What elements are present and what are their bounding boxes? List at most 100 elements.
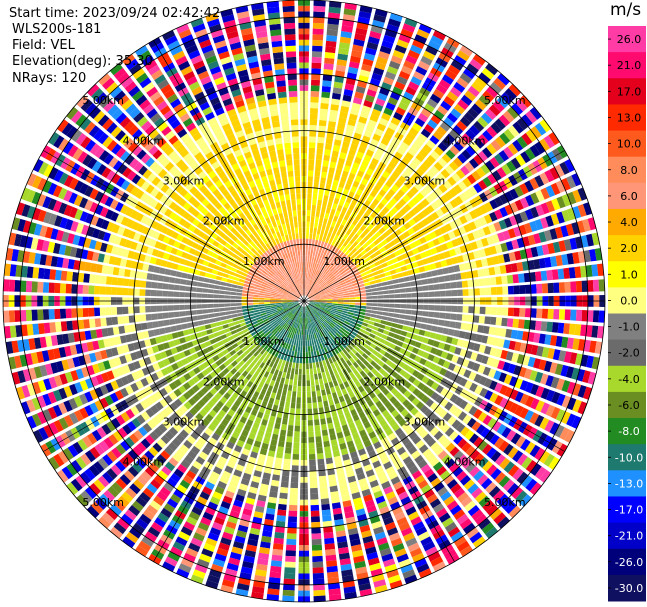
velocity-gate: [225, 311, 232, 315]
velocity-gate: [426, 423, 436, 433]
velocity-gate: [382, 206, 390, 214]
velocity-gate: [466, 63, 479, 75]
velocity-gate: [179, 311, 186, 317]
velocity-gate: [244, 502, 254, 511]
velocity-gate: [326, 243, 331, 250]
velocity-gate: [349, 297, 356, 300]
velocity-gate: [270, 303, 276, 306]
velocity-gate: [75, 456, 87, 470]
velocity-gate: [325, 318, 331, 323]
velocity-gate: [439, 470, 451, 481]
velocity-gate: [321, 389, 326, 396]
velocity-gate: [331, 293, 338, 296]
velocity-gate: [413, 521, 425, 531]
velocity-gate: [98, 516, 111, 529]
velocity-gate: [285, 372, 291, 380]
velocity-gate: [545, 375, 554, 387]
velocity-gate: [358, 11, 372, 19]
velocity-gate: [201, 348, 209, 355]
velocity-gate: [467, 417, 477, 428]
velocity-gate: [242, 311, 249, 316]
velocity-gate: [248, 288, 255, 292]
velocity-gate: [328, 265, 334, 271]
velocity-gate: [482, 325, 490, 334]
velocity-gate: [507, 285, 514, 295]
velocity-gate: [257, 494, 267, 502]
velocity-gate: [274, 399, 280, 406]
velocity-gate: [494, 209, 503, 220]
velocity-gate: [354, 560, 366, 569]
velocity-gate: [268, 496, 277, 504]
velocity-gate: [530, 463, 542, 476]
velocity-gate: [355, 508, 366, 517]
velocity-gate: [358, 256, 365, 263]
velocity-gate: [331, 92, 341, 100]
velocity-gate: [226, 441, 235, 450]
velocity-gate: [386, 527, 399, 536]
velocity-gate: [405, 86, 417, 96]
velocity-gate: [322, 435, 329, 442]
velocity-gate: [225, 521, 237, 530]
velocity-gate: [346, 178, 354, 186]
velocity-gate: [118, 325, 126, 334]
velocity-gate: [326, 332, 332, 339]
velocity-gate: [63, 385, 73, 398]
velocity-gate: [411, 261, 419, 269]
velocity-gate: [408, 81, 420, 91]
velocity-gate: [324, 451, 332, 459]
velocity-gate: [456, 289, 463, 296]
velocity-gate: [314, 303, 321, 306]
velocity-gate: [247, 305, 254, 309]
velocity-gate: [115, 478, 127, 490]
velocity-gate: [389, 396, 398, 405]
velocity-gate: [318, 331, 323, 337]
velocity-gate: [420, 536, 433, 547]
velocity-gate: [358, 116, 368, 124]
velocity-gate: [519, 308, 526, 317]
velocity-gate: [171, 437, 182, 448]
velocity-gate: [467, 314, 474, 323]
velocity-gate: [321, 171, 327, 178]
velocity-gate: [308, 442, 315, 449]
velocity-gate: [442, 180, 452, 190]
velocity-gate: [308, 317, 312, 323]
velocity-gate: [306, 227, 310, 233]
velocity-gate: [205, 382, 213, 391]
velocity-gate: [333, 269, 339, 275]
velocity-gate: [324, 52, 336, 59]
velocity-gate: [315, 269, 319, 276]
velocity-gate: [475, 239, 484, 249]
velocity-gate: [298, 340, 301, 347]
velocity-gate: [384, 563, 398, 573]
velocity-gate: [385, 275, 393, 281]
velocity-gate: [103, 437, 114, 449]
velocity-gate: [340, 146, 349, 154]
velocity-gate: [359, 524, 371, 533]
velocity-gate: [535, 400, 545, 412]
velocity-gate: [429, 332, 437, 339]
velocity-gate: [374, 335, 381, 342]
velocity-gate: [313, 413, 319, 420]
velocity-gate: [354, 291, 361, 294]
velocity-gate: [77, 438, 88, 451]
velocity-gate: [331, 410, 338, 417]
velocity-gate: [124, 325, 131, 333]
velocity-gate: [485, 430, 496, 442]
velocity-gate: [529, 444, 541, 458]
velocity-gate: [140, 454, 151, 465]
velocity-gate: [326, 305, 332, 308]
velocity-gate: [443, 495, 455, 507]
velocity-gate: [367, 36, 380, 45]
velocity-gate: [350, 427, 358, 435]
velocity-gate: [211, 521, 223, 531]
velocity-gate: [346, 416, 354, 424]
velocity-gate: [206, 345, 214, 352]
velocity-gate: [426, 205, 435, 214]
velocity-gate: [439, 305, 446, 312]
velocity-gate: [229, 479, 239, 488]
velocity-gate: [304, 278, 306, 284]
velocity-gate: [533, 358, 542, 369]
velocity-gate: [39, 336, 47, 348]
velocity-gate: [175, 324, 183, 331]
velocity-gate: [309, 328, 312, 335]
